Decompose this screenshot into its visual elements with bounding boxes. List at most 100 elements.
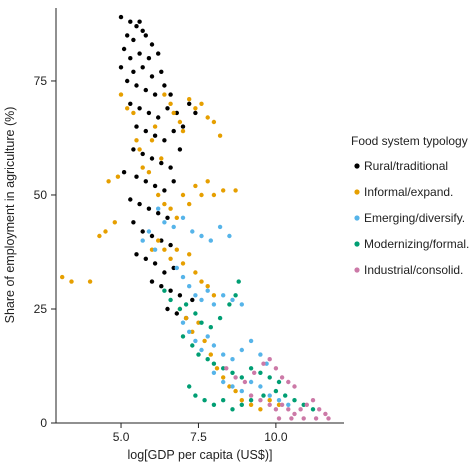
point-informal-expand-12 bbox=[137, 147, 142, 152]
point-rural-traditional-4 bbox=[140, 28, 145, 33]
point-industrial-consolid-21 bbox=[323, 411, 328, 417]
point-informal-expand-8 bbox=[118, 92, 124, 97]
point-rural-traditional-12 bbox=[146, 56, 152, 61]
point-rural-traditional-51 bbox=[128, 197, 133, 202]
point-informal-expand-50 bbox=[205, 284, 210, 289]
point-modernizing-formal-25 bbox=[202, 398, 207, 403]
point-informal-expand-44 bbox=[168, 256, 173, 261]
point-rural-traditional-18 bbox=[159, 69, 164, 75]
point-informal-expand-4 bbox=[103, 229, 108, 234]
point-emerging-diversify-24 bbox=[193, 338, 198, 344]
point-emerging-diversify-32 bbox=[258, 352, 263, 357]
point-informal-expand-6 bbox=[112, 220, 118, 225]
point-informal-expand-5 bbox=[106, 179, 111, 184]
point-informal-expand-66 bbox=[276, 402, 282, 407]
point-emerging-diversify-30 bbox=[239, 347, 244, 353]
point-modernizing-formal-13 bbox=[196, 352, 201, 357]
point-rural-traditional-32 bbox=[143, 128, 148, 134]
point-rural-traditional-31 bbox=[134, 124, 139, 129]
point-modernizing-formal-32 bbox=[273, 388, 279, 394]
x-axis-title: log[GDP per capita (US$)] bbox=[128, 448, 273, 462]
point-informal-expand-35 bbox=[193, 183, 198, 189]
point-rural-traditional-5 bbox=[125, 33, 130, 38]
point-emerging-diversify-2 bbox=[152, 247, 158, 252]
point-modernizing-formal-9 bbox=[233, 293, 238, 298]
legend-marker-informal-expand bbox=[354, 189, 360, 195]
point-industrial-consolid-1 bbox=[233, 375, 238, 380]
point-rural-traditional-64 bbox=[162, 270, 167, 275]
point-informal-expand-23 bbox=[187, 97, 192, 102]
point-rural-traditional-24 bbox=[168, 92, 173, 97]
point-rural-traditional-22 bbox=[152, 92, 158, 97]
point-emerging-diversify-33 bbox=[264, 361, 269, 366]
point-emerging-diversify-34 bbox=[211, 370, 217, 375]
point-emerging-diversify-36 bbox=[230, 384, 235, 389]
point-rural-traditional-55 bbox=[165, 215, 170, 220]
point-rural-traditional-7 bbox=[143, 33, 148, 38]
series-emerging-diversify bbox=[140, 206, 291, 407]
series-informal-expand bbox=[60, 92, 282, 412]
point-rural-traditional-46 bbox=[134, 174, 139, 179]
legend-label-modernizing-formal: Modernizing/formal. bbox=[364, 237, 469, 251]
point-rural-traditional-39 bbox=[131, 147, 136, 152]
point-informal-expand-43 bbox=[162, 247, 167, 252]
point-informal-expand-31 bbox=[168, 206, 173, 211]
point-informal-expand-10 bbox=[131, 110, 136, 116]
point-emerging-diversify-38 bbox=[248, 379, 254, 385]
point-industrial-consolid-16 bbox=[292, 411, 297, 417]
point-informal-expand-37 bbox=[205, 179, 210, 184]
point-informal-expand-13 bbox=[140, 165, 145, 170]
point-rural-traditional-10 bbox=[128, 56, 133, 61]
point-industrial-consolid-17 bbox=[298, 407, 303, 412]
legend: Food system typology Rural/traditional In… bbox=[351, 134, 469, 277]
point-informal-expand-56 bbox=[202, 338, 207, 344]
point-industrial-consolid-19 bbox=[310, 398, 316, 403]
point-modernizing-formal-4 bbox=[193, 311, 198, 316]
point-informal-expand-21 bbox=[177, 119, 183, 125]
point-rural-traditional-49 bbox=[162, 188, 167, 193]
legend-title: Food system typology bbox=[351, 134, 468, 148]
point-emerging-diversify-4 bbox=[162, 220, 167, 225]
point-industrial-consolid-24 bbox=[301, 416, 306, 421]
point-emerging-diversify-42 bbox=[286, 402, 291, 407]
point-informal-expand-39 bbox=[221, 188, 226, 193]
point-modernizing-formal-22 bbox=[276, 379, 282, 385]
point-informal-expand-26 bbox=[205, 115, 210, 120]
point-modernizing-formal-27 bbox=[221, 398, 226, 403]
point-modernizing-formal-15 bbox=[211, 361, 217, 366]
legend-label-emerging-diversify: Emerging/diversify. bbox=[364, 211, 465, 225]
point-rural-traditional-44 bbox=[177, 147, 183, 152]
point-rural-traditional-13 bbox=[156, 51, 161, 56]
point-emerging-diversify-8 bbox=[199, 233, 204, 239]
point-informal-expand-49 bbox=[199, 279, 204, 284]
x-tick-label: 10.0 bbox=[264, 430, 288, 444]
point-modernizing-formal-7 bbox=[217, 315, 223, 321]
legend-marker-rural-traditional bbox=[354, 163, 360, 169]
point-emerging-diversify-28 bbox=[221, 352, 226, 357]
point-emerging-diversify-37 bbox=[239, 388, 244, 394]
point-rural-traditional-67 bbox=[159, 284, 164, 289]
point-rural-traditional-48 bbox=[152, 183, 158, 189]
point-rural-traditional-60 bbox=[168, 242, 173, 248]
point-emerging-diversify-17 bbox=[205, 288, 210, 293]
point-informal-expand-46 bbox=[180, 261, 186, 266]
point-informal-expand-58 bbox=[214, 366, 220, 371]
point-emerging-diversify-5 bbox=[171, 224, 176, 230]
point-informal-expand-20 bbox=[171, 110, 176, 116]
point-industrial-consolid-2 bbox=[242, 379, 248, 385]
point-rural-traditional-33 bbox=[152, 133, 158, 138]
point-industrial-consolid-11 bbox=[258, 398, 263, 403]
point-emerging-diversify-10 bbox=[217, 224, 223, 230]
point-modernizing-formal-33 bbox=[283, 393, 288, 398]
point-modernizing-formal-34 bbox=[292, 398, 297, 403]
point-informal-expand-0 bbox=[60, 274, 65, 280]
point-rural-traditional-14 bbox=[118, 65, 124, 70]
point-rural-traditional-63 bbox=[152, 261, 158, 266]
point-informal-expand-32 bbox=[174, 215, 179, 220]
point-informal-expand-38 bbox=[211, 192, 217, 198]
point-industrial-consolid-8 bbox=[286, 379, 291, 385]
point-rural-traditional-57 bbox=[140, 229, 145, 234]
point-industrial-consolid-4 bbox=[261, 361, 266, 366]
point-rural-traditional-47 bbox=[143, 179, 148, 184]
